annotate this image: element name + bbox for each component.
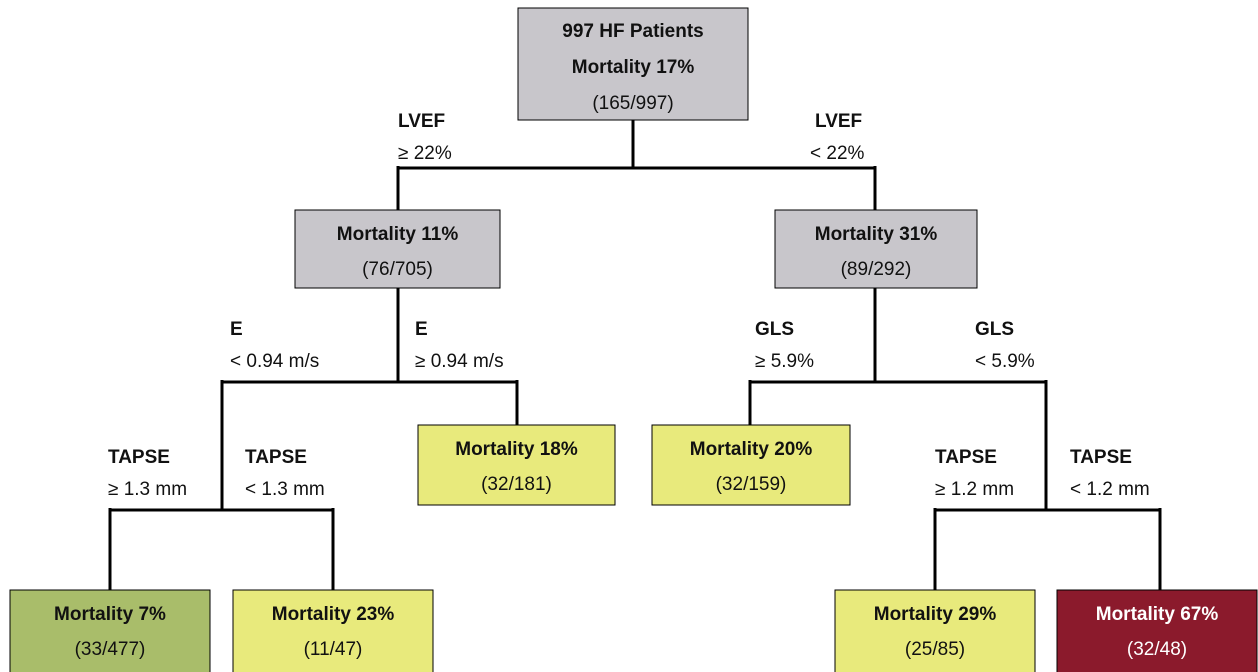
node-title: 997 HF Patients — [562, 21, 704, 42]
split-variable: TAPSE — [108, 447, 170, 468]
node-title: Mortality 29% — [874, 604, 997, 625]
split-condition: < 5.9% — [975, 351, 1035, 372]
node-box — [834, 589, 1036, 672]
node-count: (76/705) — [362, 259, 433, 280]
node-title: Mortality 23% — [272, 604, 395, 625]
tree-node: Mortality 29% (25/85) — [834, 589, 1036, 672]
split-condition: ≥ 1.2 mm — [935, 479, 1014, 500]
node-title: Mortality 11% — [337, 224, 459, 245]
split-condition: ≥ 5.9% — [755, 351, 814, 372]
node-title: Mortality 7% — [54, 604, 166, 625]
tree-node: Mortality 67% (32/48) — [1056, 589, 1258, 672]
connectors — [108, 120, 1162, 590]
split-variable: LVEF — [398, 111, 445, 132]
node-count: (33/477) — [75, 639, 146, 660]
node-box — [1056, 589, 1258, 672]
split-variable: GLS — [975, 319, 1014, 340]
node-box — [232, 589, 434, 672]
node-box — [774, 209, 978, 289]
node-count: (32/48) — [1127, 639, 1187, 660]
node-count: (165/997) — [592, 93, 673, 114]
node-title: Mortality 31% — [815, 224, 938, 245]
node-count: (32/159) — [716, 474, 787, 495]
node-count: (32/181) — [481, 474, 552, 495]
node-title: Mortality 17% — [572, 57, 695, 78]
node-count: (11/47) — [304, 639, 363, 660]
node-title: Mortality 67% — [1096, 604, 1219, 625]
split-variable: TAPSE — [1070, 447, 1132, 468]
split-variable: GLS — [755, 319, 794, 340]
tree-node: Mortality 23% (11/47) — [232, 589, 434, 672]
split-variable: TAPSE — [245, 447, 307, 468]
split-condition: < 0.94 m/s — [230, 351, 319, 372]
split-variable: TAPSE — [935, 447, 997, 468]
tree-node: Mortality 31% (89/292) — [774, 209, 978, 289]
node-count: (25/85) — [905, 639, 965, 660]
tree-node: Mortality 11% (76/705) — [294, 209, 501, 289]
split-condition: < 1.2 mm — [1070, 479, 1150, 500]
split-condition: < 1.3 mm — [245, 479, 325, 500]
split-condition: ≥ 22% — [398, 143, 452, 164]
split-variable: E — [230, 319, 243, 340]
split-condition: < 22% — [810, 143, 865, 164]
tree-node: Mortality 20% (32/159) — [651, 424, 851, 506]
node-box — [9, 589, 211, 672]
node-count: (89/292) — [841, 259, 912, 280]
node-box — [294, 209, 501, 289]
split-condition: ≥ 0.94 m/s — [415, 351, 504, 372]
split-variable: LVEF — [815, 111, 862, 132]
node-title: Mortality 20% — [690, 439, 813, 460]
tree-node: Mortality 7% (33/477) — [9, 589, 211, 672]
split-condition: ≥ 1.3 mm — [108, 479, 187, 500]
tree-node: 997 HF Patients Mortality 17% (165/997) — [517, 7, 749, 121]
node-box — [417, 424, 616, 506]
node-box — [517, 7, 749, 121]
split-variable: E — [415, 319, 428, 340]
node-title: Mortality 18% — [455, 439, 578, 460]
node-box — [651, 424, 851, 506]
tree-node: Mortality 18% (32/181) — [417, 424, 616, 506]
